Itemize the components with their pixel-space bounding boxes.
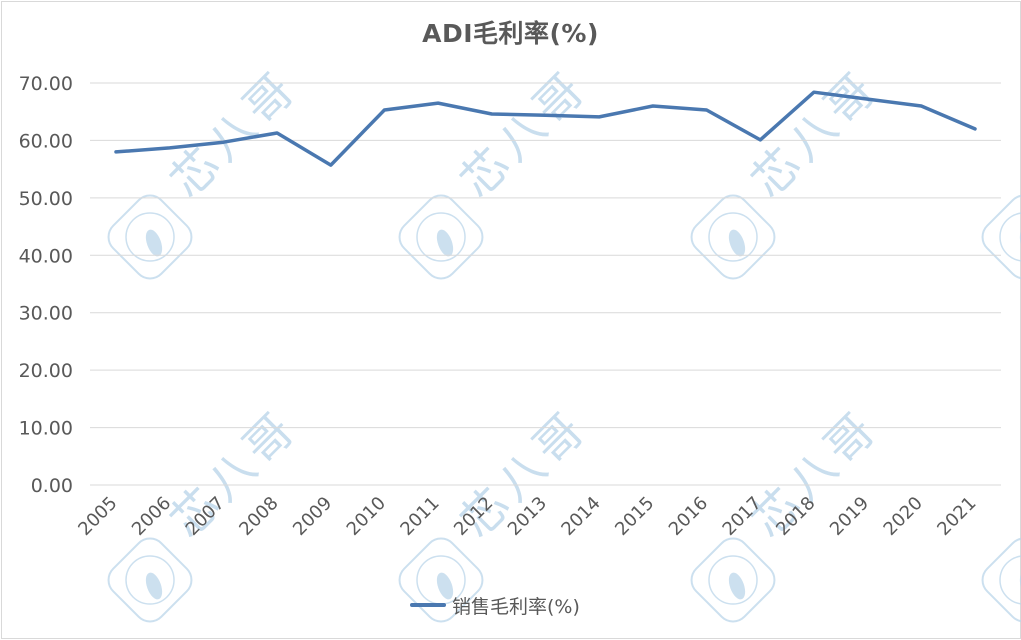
watermark-logo-icon: [107, 194, 193, 280]
watermark-logo-icon: [690, 194, 776, 280]
watermark-logo-icon: [981, 194, 1021, 280]
y-tick-label: 20.00: [19, 360, 73, 382]
watermark-text: 芯八哥: [740, 59, 888, 207]
chart-title: ADI毛利率(%): [422, 19, 599, 48]
watermark-text: 芯八哥: [740, 399, 888, 547]
y-tick-label: 10.00: [19, 418, 73, 440]
legend-label: 销售毛利率(%): [452, 595, 580, 618]
y-tick-label: 60.00: [19, 130, 73, 152]
watermark-text: 芯八哥: [159, 59, 307, 207]
x-tick-label: 2014: [557, 493, 604, 540]
x-tick-label: 2009: [289, 493, 336, 540]
x-tick-label: 2020: [880, 493, 927, 540]
x-tick-label: 2016: [665, 493, 712, 540]
legend-line-icon: [410, 603, 446, 607]
y-tick-label: 50.00: [19, 188, 73, 210]
x-tick-label: 2010: [343, 493, 390, 540]
y-tick-label: 0.00: [31, 475, 73, 497]
watermark-logo-icon: [398, 194, 484, 280]
watermark-logo-icon: [690, 537, 776, 623]
x-tick-label: 2021: [933, 493, 980, 540]
watermark-logo-icon: [981, 537, 1021, 623]
y-tick-label: 70.00: [19, 73, 73, 95]
series-line-gross-margin: [114, 90, 977, 167]
x-tick-label: 2019: [826, 493, 873, 540]
watermark-logo-icon: [107, 537, 193, 623]
x-tick-label: 2005: [74, 493, 121, 540]
x-tick-label: 2015: [611, 493, 658, 540]
y-axis-ticks: 70.00 60.00 50.00 40.00 30.00 20.00 10.00 0.00: [19, 73, 73, 497]
legend: 销售毛利率(%): [410, 592, 580, 618]
y-tick-label: 30.00: [19, 303, 73, 325]
watermark-text: 芯八哥: [449, 59, 597, 207]
y-tick-label: 40.00: [19, 245, 73, 267]
x-tick-label: 2011: [396, 493, 443, 540]
